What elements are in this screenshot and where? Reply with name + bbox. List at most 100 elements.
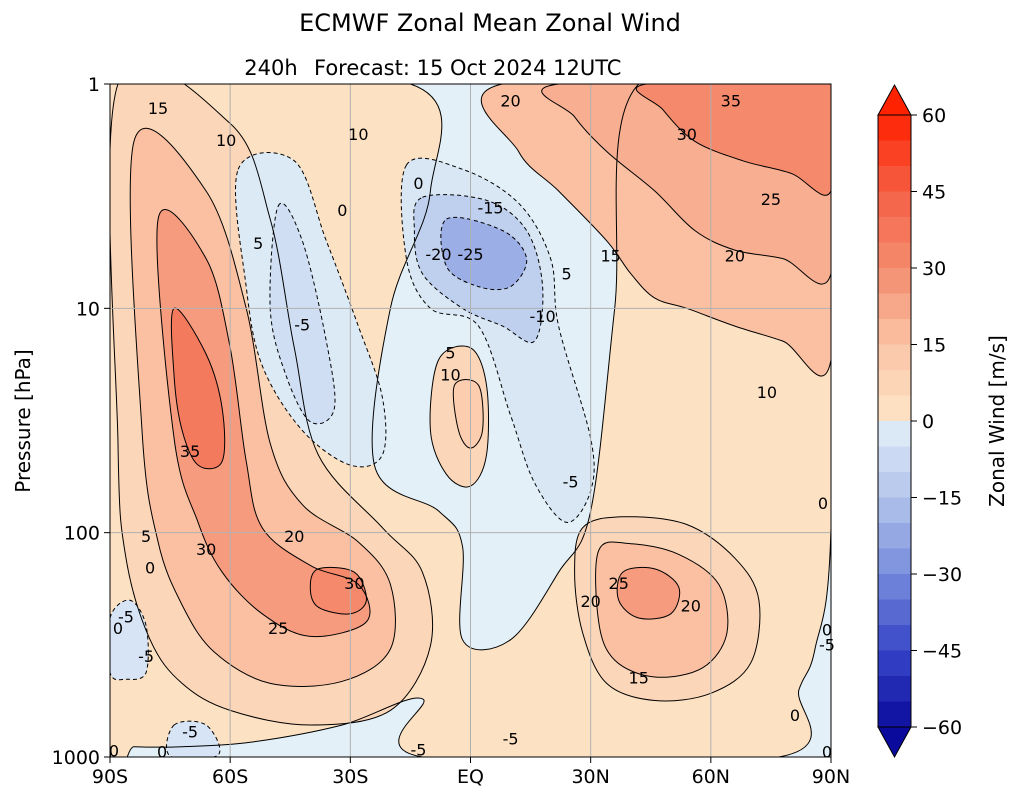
contour-label: 10 — [216, 131, 236, 150]
colorbar-segment — [878, 472, 911, 498]
contour-label: 20 — [500, 91, 520, 110]
region-eq-westerly-10 — [453, 379, 484, 449]
region-south-surface-neg — [166, 721, 220, 757]
contour-label: -5 — [410, 740, 426, 759]
contour-label: 5 — [445, 344, 455, 363]
contour-label: 30 — [196, 540, 216, 559]
contour-label: -10 — [530, 307, 556, 326]
contour-label: 15 — [629, 669, 649, 688]
colorbar-segment — [878, 293, 911, 320]
contour-label: 5 — [562, 264, 572, 283]
x-axis: 90S 60S 30S EQ 30N 60N 90N — [92, 757, 850, 788]
region-nh-strat-30 — [636, 84, 831, 196]
contour-nh-strat-30 — [636, 84, 831, 196]
contour-label: 35 — [180, 442, 200, 461]
contour-label: -20 — [425, 245, 451, 264]
colorbar-segment — [878, 599, 911, 626]
y-tick-label: 1000 — [52, 747, 100, 769]
region-sh-lowlevel-30 — [310, 567, 367, 615]
contour-south-surface-neg — [166, 720, 221, 757]
contour-nh-jet-25 — [616, 566, 681, 620]
colorbar-segment — [878, 625, 911, 651]
contour-label: 0 — [113, 619, 123, 638]
colorbar-tick-label: 45 — [922, 182, 946, 204]
contour-label: 15 — [601, 246, 621, 265]
colorbar-tick-label: 60 — [922, 105, 946, 127]
colorbar-tick-label: 15 — [922, 335, 946, 357]
colorbar-segment — [878, 701, 911, 728]
contour-label: 25 — [761, 190, 781, 209]
y-tick-label: 100 — [64, 523, 100, 545]
colorbar-label: Zonal Wind [m/s] — [985, 335, 1009, 507]
chart-title: ECMWF Zonal Mean Zonal Wind — [299, 9, 681, 37]
colorbar-segment — [878, 319, 911, 345]
contour-nh-jet-5 — [574, 516, 761, 702]
colorbar-segment — [878, 446, 911, 473]
contour-label: 25 — [609, 574, 629, 593]
colorbar-segment — [878, 140, 911, 167]
contour-label: 10 — [757, 383, 777, 402]
contour-positive-broad — [110, 84, 831, 757]
x-tick-label: 90N — [812, 766, 850, 788]
contour-label: -5 — [182, 722, 198, 741]
contour-eq-easterly-0 — [235, 152, 387, 468]
contour-eq-westerly-10 — [452, 379, 484, 449]
colorbar-extend-min — [877, 726, 912, 759]
colorbar-segment — [878, 217, 911, 243]
colorbar-tick-label: −60 — [922, 717, 962, 739]
contour-sh-jet-35 — [170, 307, 226, 470]
contour-label: 20 — [725, 246, 745, 265]
colorbar-tick-label: −45 — [922, 641, 962, 663]
contour-label: 30 — [344, 574, 364, 593]
y-tick-label: 1 — [88, 74, 100, 96]
colorbar-segment — [878, 395, 911, 422]
contour-eq-westerly-5 — [429, 345, 489, 488]
contour-label: 20 — [284, 527, 304, 546]
region-sh-jet-35 — [171, 308, 225, 469]
contour-label: 30 — [677, 125, 697, 144]
x-tick-label: 30S — [332, 766, 368, 788]
colorbar-segment — [878, 242, 911, 269]
contour-label: 0 — [157, 743, 167, 762]
colorbar-segment — [878, 421, 911, 447]
contour-label: 5 — [141, 527, 151, 546]
colorbar-segment — [878, 191, 911, 218]
contour-label: 0 — [790, 706, 800, 725]
colorbar: 60 45 30 15 0 −15 −30 −45 −60 — [877, 83, 962, 759]
contour-nh-jet-15 — [595, 541, 729, 678]
contour-label: -5 — [563, 472, 579, 491]
contour-label: -25 — [457, 245, 483, 264]
colorbar-segment — [878, 370, 911, 396]
contour-label: -5 — [138, 647, 154, 666]
colorbar-segment — [878, 497, 911, 524]
colorbar-segment — [878, 166, 911, 192]
region-eq-easterly-5 — [269, 203, 336, 424]
contour-label: 0 — [337, 201, 347, 220]
colorbar-segment — [878, 676, 911, 702]
y-tick-label: 10 — [76, 298, 100, 320]
plot-area: 15 10 5 35 30 20 5 0 25 30 0 -5 -5 0 0 -5 10 0 -5 0 -15 -20 -2… — [109, 83, 835, 762]
colorbar-segment — [878, 574, 911, 600]
contour-label: -15 — [477, 198, 503, 217]
contour-label: -5 — [819, 635, 835, 654]
contour-label: 25 — [268, 619, 288, 638]
contour-label: 0 — [145, 558, 155, 577]
contour-label: 20 — [681, 597, 701, 616]
contour-label: 15 — [148, 99, 168, 118]
contour-label: 10 — [348, 125, 368, 144]
colorbar-tick-label: −15 — [922, 488, 962, 510]
colorbar-tick-label: 0 — [922, 411, 934, 433]
colorbar-tick-label: −30 — [922, 564, 962, 586]
colorbar-segment — [878, 115, 911, 141]
contour-eq-easterly-20 — [440, 216, 528, 291]
contour-label: 0 — [822, 743, 832, 762]
region-sh-jet-25 — [156, 209, 370, 637]
x-tick-label: 60N — [692, 766, 730, 788]
region-eq-easterly-20 — [440, 217, 527, 290]
forecast-date-label: Forecast: 15 Oct 2024 12UTC — [314, 56, 621, 80]
contour-south-low-neg — [110, 599, 149, 681]
colorbar-segment — [878, 523, 911, 549]
contour-label: 0 — [818, 494, 828, 513]
x-tick-label: 60S — [212, 766, 248, 788]
